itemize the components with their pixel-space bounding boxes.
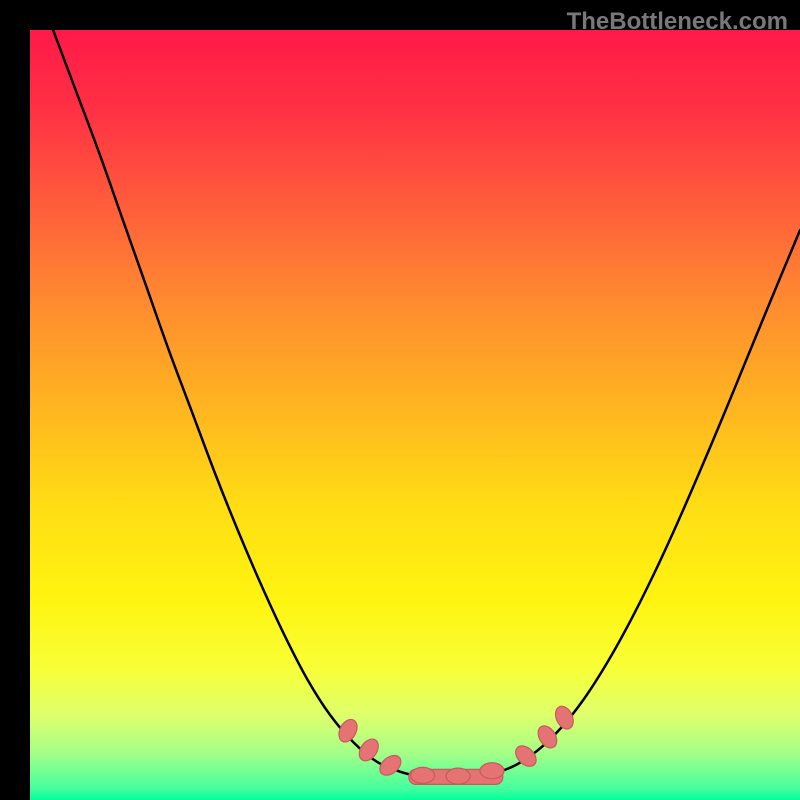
curve-marker	[552, 703, 577, 732]
plot-area	[30, 30, 800, 800]
curve-marker	[534, 722, 560, 751]
bottleneck-curve-layer	[30, 30, 800, 800]
curve-marker	[480, 763, 504, 779]
curve-marker	[411, 767, 435, 783]
chart-frame	[0, 0, 800, 800]
curve-marker	[376, 752, 405, 780]
curve-marker	[446, 768, 470, 784]
bottleneck-curve	[53, 30, 800, 778]
watermark-label: TheBottleneck.com	[567, 8, 788, 36]
curve-marker	[355, 736, 382, 765]
curve-marker	[335, 716, 360, 745]
